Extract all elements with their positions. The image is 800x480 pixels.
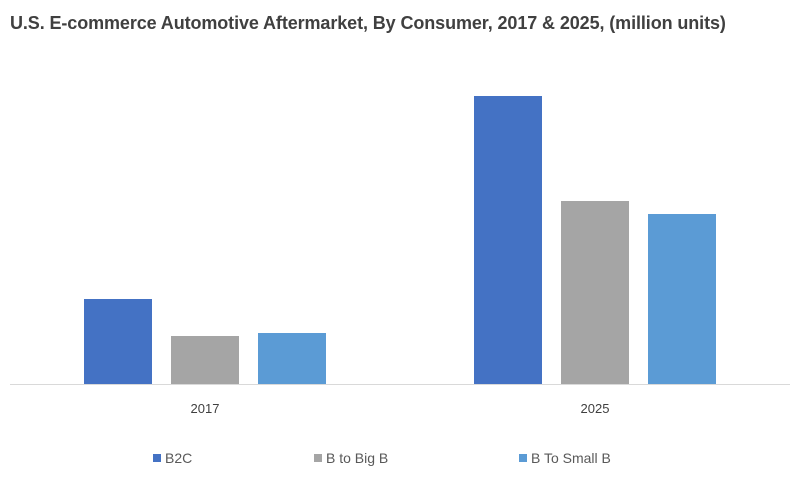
bar-2017-b-to-small-b [258,333,326,384]
bar-2017-b-to-big-b [171,336,239,384]
x-tick-label-2017: 2017 [191,401,220,416]
bar-2017-b2c [84,299,152,384]
legend-swatch [519,454,527,462]
legend-label: B2C [165,450,193,466]
x-tick-labels: 2017 2025 [191,401,610,416]
legend-swatch [314,454,322,462]
chart-title: U.S. E-commerce Automotive Aftermarket, … [10,13,726,33]
bar-chart: 2017 2025 [10,96,790,416]
bar-2025-b-to-big-b [561,201,629,384]
legend-item-b-to-small-b: B To Small B [519,448,611,468]
legend-item-b-to-big-b: B to Big B [314,448,388,468]
bar-2025-b-to-small-b [648,214,716,384]
legend-swatch [153,454,161,462]
legend-label: B To Small B [531,450,611,466]
x-tick-label-2025: 2025 [581,401,610,416]
legend-label: B to Big B [326,450,389,466]
bars-group [84,96,716,384]
legend-item-b2c: B2C [153,448,192,468]
bar-2025-b2c [474,96,542,384]
legend: B2C B to Big B B To Small B [0,448,800,468]
